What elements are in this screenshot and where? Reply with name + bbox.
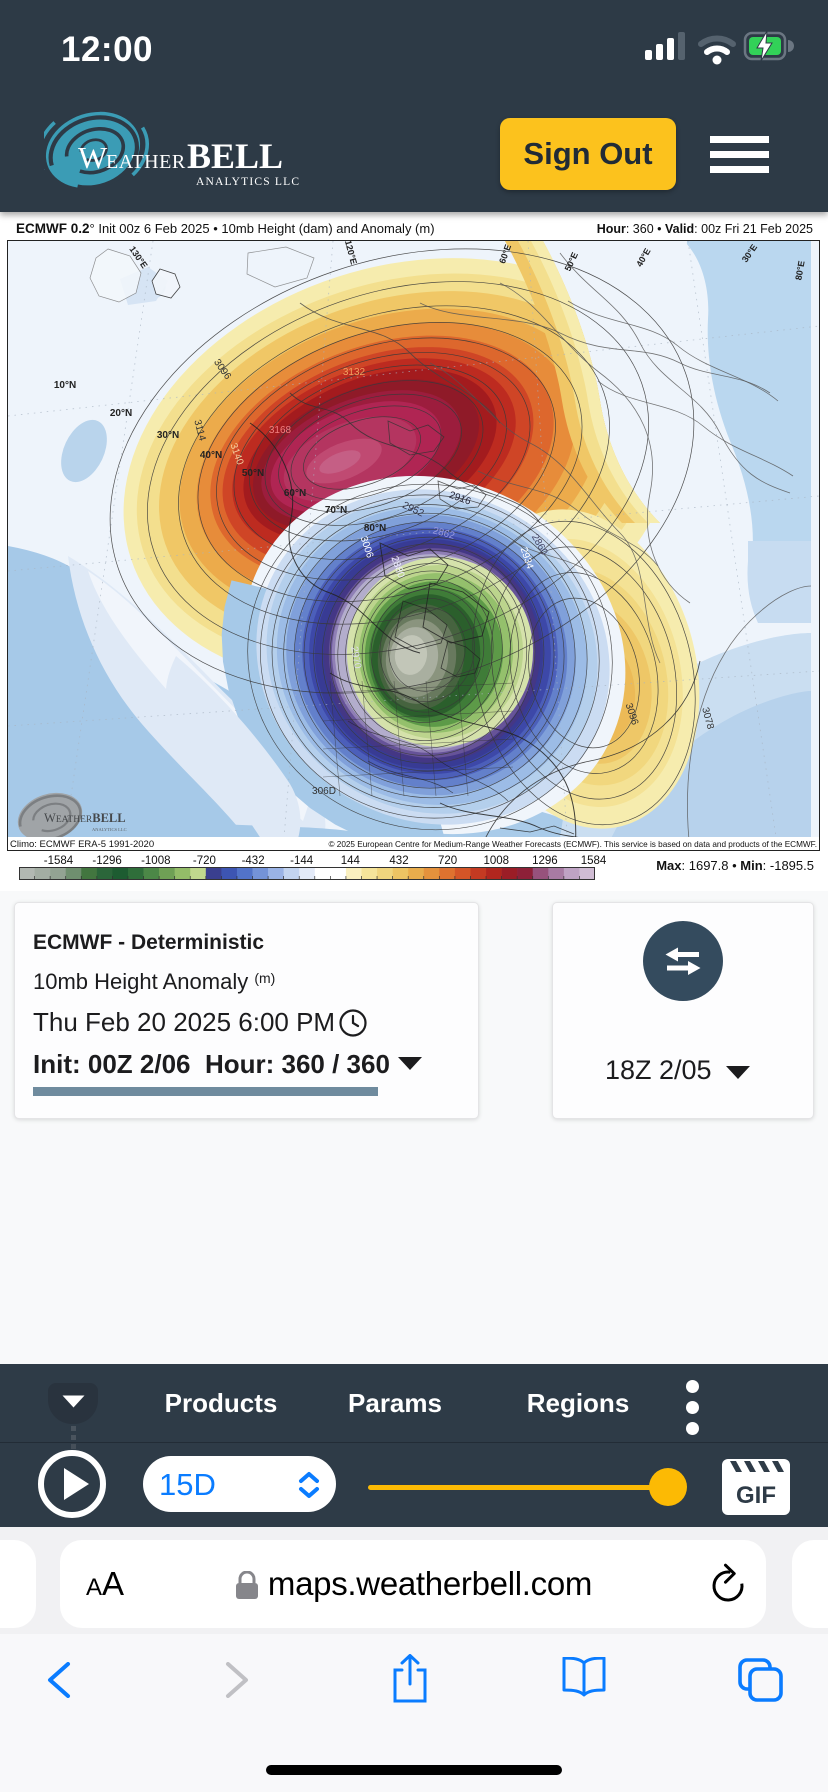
svg-text:60°N: 60°N	[284, 488, 306, 499]
svg-text:80°E: 80°E	[793, 260, 806, 281]
svg-text:30°N: 30°N	[157, 430, 179, 441]
svg-text:Climo: ECMWF ERA-5 1991-2020: Climo: ECMWF ERA-5 1991-2020	[10, 839, 154, 850]
svg-text:50°N: 50°N	[242, 468, 264, 479]
svg-text:306D: 306D	[312, 786, 336, 797]
svg-text:20°N: 20°N	[110, 408, 132, 419]
svg-text:EATHER: EATHER	[106, 151, 186, 173]
svg-text:WEATHERBELL: WEATHERBELL	[44, 811, 126, 825]
svg-text:© 2025 European Centre for Med: © 2025 European Centre for Medium-Range …	[328, 840, 817, 849]
svg-text:W: W	[78, 140, 108, 175]
svg-text:3168: 3168	[269, 425, 292, 436]
svg-text:BELL: BELL	[187, 136, 283, 176]
svg-text:70°N: 70°N	[325, 505, 347, 516]
svg-text:2970: 2970	[348, 646, 363, 670]
svg-text:ANALYTICS LLC: ANALYTICS LLC	[92, 827, 127, 832]
svg-text:10°N: 10°N	[54, 380, 76, 391]
svg-text:GIF: GIF	[736, 1482, 776, 1509]
svg-text:3132: 3132	[343, 367, 366, 378]
svg-text:80°N: 80°N	[364, 523, 386, 534]
svg-text:40°N: 40°N	[200, 450, 222, 461]
svg-text:ANALYTICS LLC: ANALYTICS LLC	[196, 176, 300, 188]
svg-text:3114: 3114	[191, 419, 207, 443]
